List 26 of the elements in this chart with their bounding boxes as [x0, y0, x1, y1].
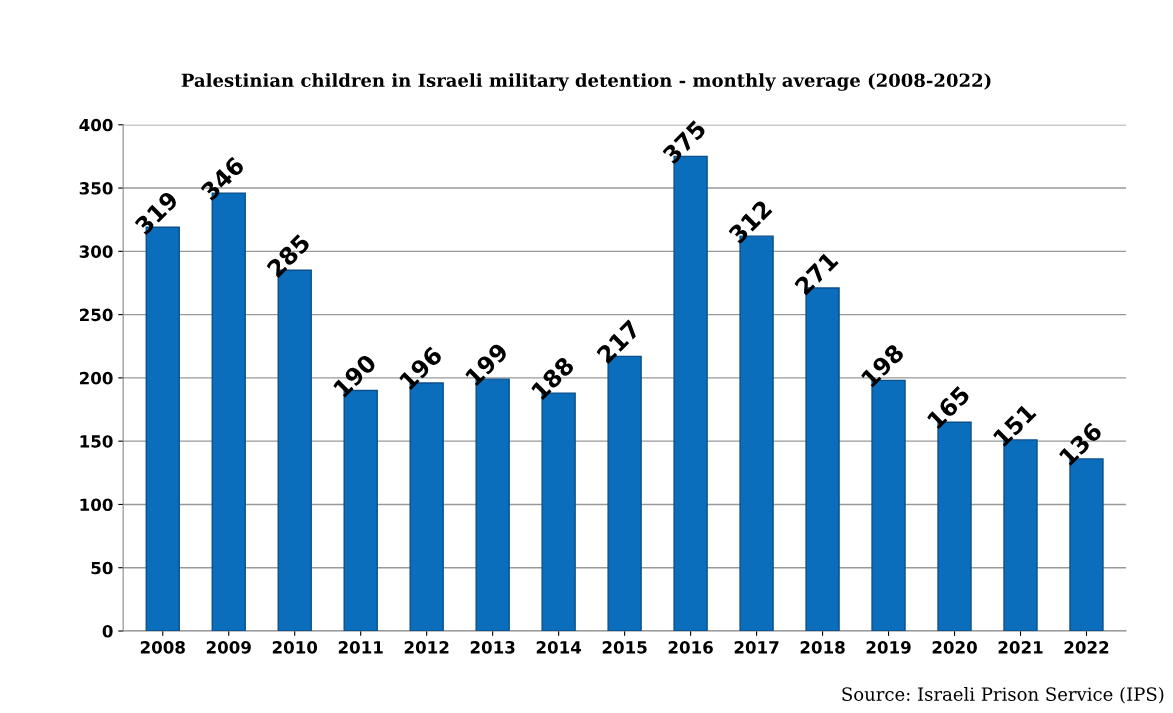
x-tick-label: 2017 — [734, 641, 779, 654]
source-note: Source: Israeli Prison Service (IPS) — [842, 686, 1164, 704]
x-tick-label: 2010 — [272, 641, 318, 654]
y-tick-label: 400 — [79, 118, 113, 132]
x-tick-label: 2018 — [800, 641, 845, 654]
y-tick-label: 200 — [79, 371, 113, 385]
x-tick-label: 2022 — [1064, 641, 1109, 654]
x-tick-label: 2019 — [866, 641, 911, 654]
x-tick-label: 2014 — [536, 641, 582, 654]
y-tick-label: 100 — [80, 498, 113, 512]
y-tick-label: 150 — [80, 435, 113, 448]
y-tick-label: 50 — [91, 561, 113, 575]
x-tick-label: 2011 — [338, 641, 383, 654]
x-tick-label: 2009 — [206, 641, 251, 654]
y-tick-label: 350 — [79, 182, 113, 195]
x-tick-label: 2015 — [602, 641, 647, 654]
x-tick-label: 2013 — [470, 641, 515, 654]
x-tick-label: 2008 — [140, 641, 185, 654]
chart-title: Palestinian children in Israeli military detention - monthly average (2008-2022) — [181, 73, 991, 91]
y-tick-label: 250 — [79, 308, 113, 322]
x-tick-label: 2016 — [668, 641, 713, 654]
x-tick-label: 2020 — [932, 641, 977, 654]
x-tick-label: 2012 — [404, 641, 449, 654]
x-tick-label: 2021 — [998, 641, 1043, 654]
y-tick-label: 0 — [102, 624, 113, 638]
y-tick-label: 300 — [79, 245, 113, 258]
